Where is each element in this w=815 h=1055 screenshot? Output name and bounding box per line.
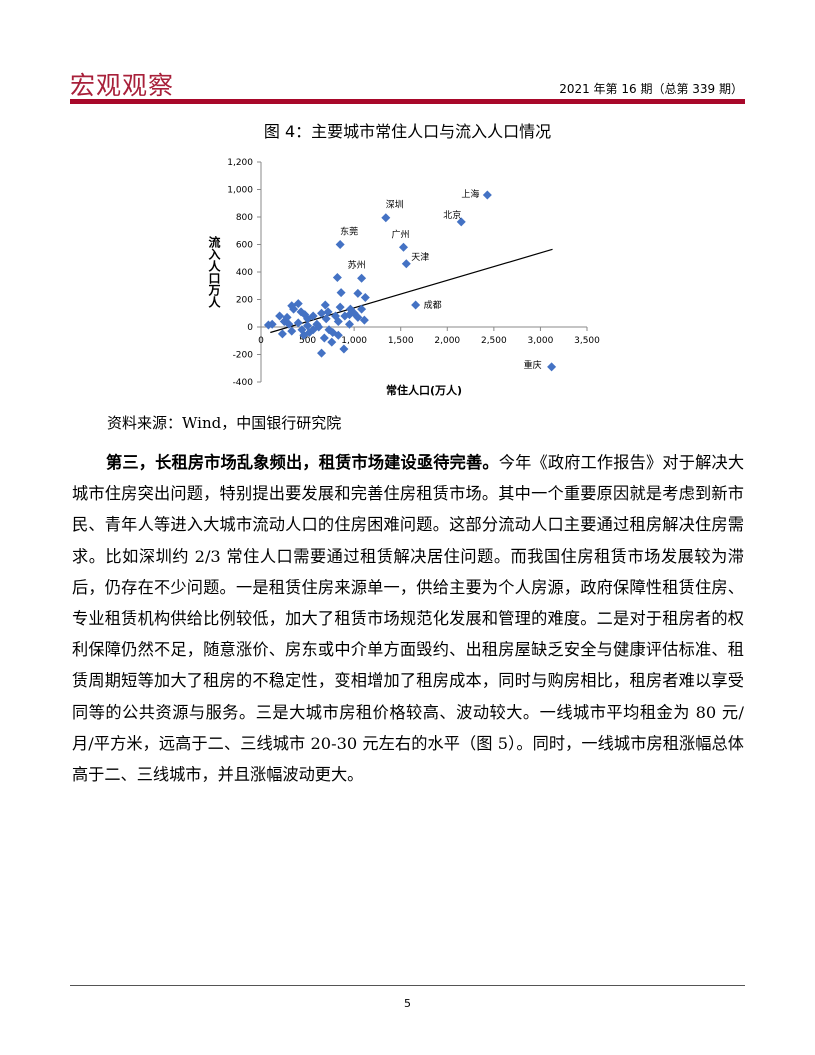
x-tick-label: 3,500 <box>574 336 600 346</box>
x-tick-label: 2,000 <box>434 336 460 346</box>
point-label: 东莞 <box>340 226 358 238</box>
y-tick-label: -200 <box>233 351 254 361</box>
data-point <box>297 325 307 335</box>
point-label: 北京 <box>443 209 461 221</box>
y-tick-label: 1,000 <box>227 186 253 196</box>
data-point <box>357 273 367 283</box>
data-point <box>320 300 330 310</box>
data-point <box>359 315 369 325</box>
data-point <box>308 311 318 321</box>
page-number: 5 <box>404 997 411 1010</box>
y-tick-label: 200 <box>236 296 253 306</box>
data-point <box>277 329 287 339</box>
x-tick-label: 2,500 <box>481 336 507 346</box>
trendline <box>270 248 553 334</box>
x-tick-label: 1,500 <box>388 336 414 346</box>
data-point <box>332 273 342 282</box>
data-point <box>411 300 421 310</box>
data-point <box>360 292 370 302</box>
data-point <box>399 242 409 252</box>
data-point <box>339 344 349 354</box>
y-tick-label: 0 <box>247 323 253 333</box>
y-tick-label: -400 <box>233 378 254 388</box>
point-label: 苏州 <box>348 259 366 271</box>
data-point <box>482 190 492 200</box>
data-point <box>353 288 363 298</box>
data-point <box>289 304 299 314</box>
data-point <box>317 308 327 318</box>
data-point <box>547 362 557 372</box>
brand-title: 宏观观察 <box>70 71 175 100</box>
footer-rule <box>70 985 745 986</box>
data-point <box>293 318 303 328</box>
data-point <box>456 217 466 227</box>
y-tick-label: 800 <box>236 213 253 223</box>
point-label: 上海 <box>461 188 479 200</box>
data-point <box>314 322 324 332</box>
data-point <box>300 310 310 320</box>
figure-source: 资料来源：Wind，中国银行研究院 <box>107 414 342 432</box>
data-point <box>381 213 391 223</box>
paragraph-lead: 第三，长租房市场乱象频出，租赁市场建设亟待完善。 <box>106 453 499 472</box>
data-point <box>284 319 294 329</box>
x-tick-label: 500 <box>299 336 316 346</box>
data-point <box>303 321 313 331</box>
scatter-chart: -400 -200 0 200 400 600 800 1,000 1,200 0 500 1,000… <box>207 158 600 397</box>
x-tick-label: 1,000 <box>341 336 367 346</box>
data-point <box>336 288 346 298</box>
data-point <box>263 320 273 330</box>
data-point <box>287 326 297 336</box>
data-point <box>349 308 359 318</box>
data-point <box>335 302 345 312</box>
data-point <box>323 307 333 317</box>
point-label: 成都 <box>424 299 442 311</box>
point-label: 广州 <box>392 228 410 240</box>
data-point <box>324 325 334 335</box>
y-axis-title: 流入人口万人 <box>207 235 221 308</box>
data-point <box>327 337 337 347</box>
data-point <box>357 304 367 314</box>
paragraph-text: 今年《政府工作报告》对于解决大城市住房突出问题，特别提出要发展和完善住房租赁市场… <box>72 453 745 785</box>
figure-title: 图 4：主要城市常住人口与流入人口情况 <box>263 122 552 141</box>
point-label: 重庆 <box>524 359 542 371</box>
data-point <box>282 312 292 322</box>
data-point <box>321 314 331 324</box>
point-label: 天津 <box>411 252 429 263</box>
data-point <box>304 328 314 337</box>
issue-number: 2021 年第 16 期（总第 339 期） <box>559 82 743 96</box>
data-point <box>333 317 343 326</box>
body-paragraph: 第三，长租房市场乱象频出，租赁市场建设亟待完善。今年《政府工作报告》对于解决大城… <box>72 447 744 790</box>
data-point <box>275 311 285 321</box>
x-tick-label: 3,000 <box>528 336 554 346</box>
point-label: 深圳 <box>386 200 404 211</box>
x-tick-label: 0 <box>258 336 264 346</box>
data-point <box>287 301 297 311</box>
data-point <box>344 319 354 329</box>
x-axis-title: 常住人口(万人) <box>386 383 462 397</box>
data-point <box>319 333 329 343</box>
data-point <box>317 348 327 358</box>
data-point <box>335 240 345 249</box>
y-tick-label: 600 <box>236 241 253 251</box>
header-rule <box>70 99 745 104</box>
y-tick-label: 400 <box>236 268 253 278</box>
data-point <box>401 259 411 269</box>
y-tick-label: 1,200 <box>227 158 253 168</box>
